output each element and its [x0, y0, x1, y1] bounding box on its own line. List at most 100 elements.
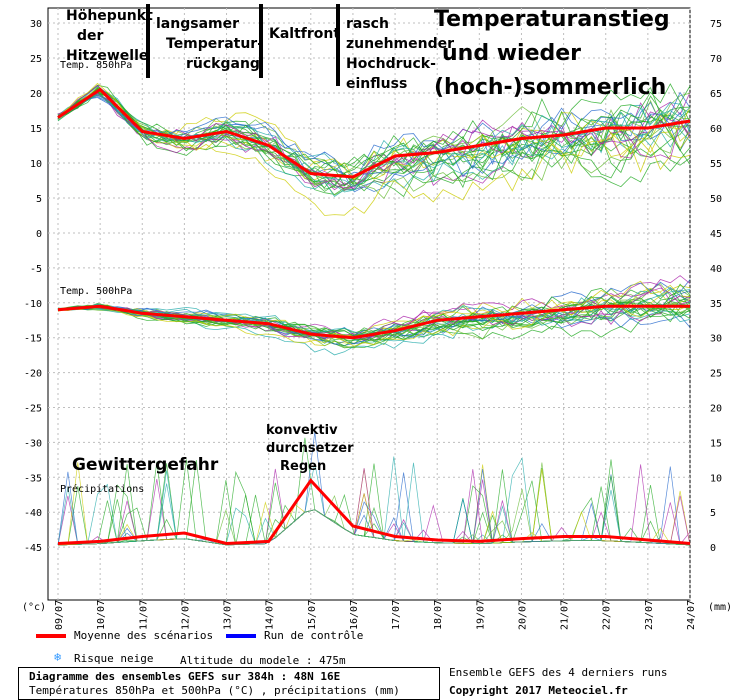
annotation-rasch: rasch zunehmender Hochdruck- einfluss	[346, 16, 454, 92]
separator-bar	[336, 4, 340, 86]
svg-text:zunehmender: zunehmender	[346, 36, 454, 52]
separator-bar	[259, 4, 263, 78]
x-tick-label: 13/07	[223, 600, 234, 630]
left-tick-label: -35	[24, 473, 42, 484]
svg-text:langsamer: langsamer	[156, 16, 239, 32]
separator-bar	[146, 4, 150, 78]
x-tick-label: 17/07	[391, 600, 402, 630]
left-tick-label: 30	[30, 19, 42, 30]
x-tick-label: 20/07	[517, 600, 528, 630]
left-tick-label: 15	[30, 124, 42, 135]
snowflake-icon: ❄	[54, 650, 62, 664]
svg-text:durchsetzer: durchsetzer	[266, 441, 354, 456]
x-tick-label: 21/07	[560, 600, 571, 630]
left-tick-label: -40	[24, 508, 42, 519]
member-line-850hpa	[57, 84, 691, 172]
svg-text:Regen: Regen	[280, 459, 326, 474]
x-tick-label: 09/07	[54, 600, 65, 630]
right-tick-label: 15	[710, 438, 722, 449]
svg-text:der: der	[77, 28, 104, 44]
right-tick-label: 25	[710, 369, 722, 380]
svg-text:rückgang: rückgang	[186, 56, 260, 72]
right-tick-label: 50	[710, 194, 722, 205]
mean-line-series-1	[57, 304, 690, 340]
svg-text:Höhepunkt: Höhepunkt	[66, 8, 153, 24]
svg-text:Temperaturanstieg: Temperaturanstieg	[434, 7, 670, 32]
x-tick-label: 23/07	[644, 600, 655, 630]
svg-text:konvektiv: konvektiv	[266, 423, 338, 438]
legend-control-swatch	[226, 634, 256, 638]
left-tick-label: 10	[30, 159, 42, 170]
left-tick-label: -5	[30, 264, 42, 275]
footer-ensemble-note: Ensemble GEFS des 4 derniers runs	[449, 666, 668, 679]
svg-text:Kaltfront: Kaltfront	[269, 26, 340, 42]
x-tick-label: 14/07	[265, 600, 276, 630]
right-tick-label: 65	[710, 89, 722, 100]
legend-control-label: Run de contrôle	[264, 629, 364, 642]
x-tick-label: 22/07	[602, 600, 613, 630]
right-tick-label: 45	[710, 229, 722, 240]
left-tick-label: 0	[36, 229, 42, 240]
right-tick-label: 10	[710, 473, 722, 484]
svg-text:rasch: rasch	[346, 16, 389, 32]
panel-label-precip: Précipitations	[60, 483, 144, 495]
right-tick-label: 35	[710, 299, 722, 310]
right-tick-label: 0	[710, 543, 716, 554]
left-tick-label: -10	[24, 299, 42, 310]
right-tick-label: 70	[710, 54, 722, 65]
svg-text:(hoch-)sommerlich: (hoch-)sommerlich	[434, 75, 666, 100]
x-tick-label: 24/07	[686, 600, 697, 630]
member-line-500hpa	[57, 303, 691, 340]
x-tick-label: 10/07	[96, 600, 107, 630]
right-axis-unit: (mm)	[708, 602, 732, 613]
member-line-precip	[57, 483, 691, 546]
right-tick-label: 75	[710, 19, 722, 30]
right-tick-label: 30	[710, 334, 722, 345]
right-tick-label: 20	[710, 404, 722, 415]
annotation-hoehepunkt: Höhepunkt der Hitzewelle	[66, 8, 153, 64]
left-tick-label: -45	[24, 543, 42, 554]
member-line-850hpa	[57, 91, 691, 200]
mean-line-series-2	[57, 478, 691, 546]
right-tick-label: 5	[710, 508, 716, 519]
annotation-langsamer: langsamer Temperatur- rückgang	[156, 16, 263, 72]
legend-snow-label: Risque neige	[74, 652, 154, 665]
legend-altitude-label: Altitude du modele : 475m	[180, 654, 346, 667]
x-tick-label: 18/07	[433, 600, 444, 630]
svg-text:einfluss: einfluss	[346, 76, 407, 92]
footer-copyright: Copyright 2017 Meteociel.fr	[449, 684, 628, 697]
member-line-500hpa	[57, 280, 691, 347]
member-line-850hpa	[57, 85, 691, 193]
left-tick-label: -20	[24, 369, 42, 380]
x-tick-label: 19/07	[475, 600, 486, 630]
legend-mean-label: Moyenne des scénarios	[74, 629, 214, 642]
x-tick-label: 15/07	[307, 600, 318, 630]
right-tick-label: 55	[710, 159, 722, 170]
annotation-temperaturanstieg: Temperaturanstieg und wieder (hoch-)somm…	[434, 7, 670, 100]
footer-title: Diagramme des ensembles GEFS sur 384h : …	[29, 670, 341, 683]
svg-text:Hochdruck-: Hochdruck-	[346, 56, 436, 72]
legend-mean-swatch	[36, 634, 66, 638]
left-tick-label: -30	[24, 438, 42, 449]
footer-box: Diagramme des ensembles GEFS sur 384h : …	[18, 667, 440, 700]
x-tick-label: 12/07	[180, 600, 191, 630]
member-line-850hpa	[57, 88, 691, 181]
panel-label-850hpa: Temp. 850hPa	[60, 60, 132, 71]
mean-line-series-0	[57, 87, 691, 179]
annotation-kaltfront: Kaltfront	[269, 26, 340, 42]
footer-subtitle: Températures 850hPa et 500hPa (°C) , pré…	[29, 684, 400, 697]
left-tick-label: 25	[30, 54, 42, 65]
svg-text:Hitzewelle: Hitzewelle	[66, 48, 148, 64]
mean-lines	[57, 87, 691, 546]
svg-text:und wieder: und wieder	[442, 41, 581, 66]
left-tick-label: 20	[30, 89, 42, 100]
x-tick-label: 11/07	[138, 600, 149, 630]
svg-text:Temperatur-: Temperatur-	[166, 36, 263, 52]
member-line-850hpa	[57, 90, 691, 180]
annotation-konvektiv: konvektiv durchsetzer Regen	[266, 423, 354, 474]
left-tick-label: -25	[24, 404, 42, 415]
member-line-850hpa	[57, 90, 691, 183]
x-tick-label: 16/07	[349, 600, 360, 630]
